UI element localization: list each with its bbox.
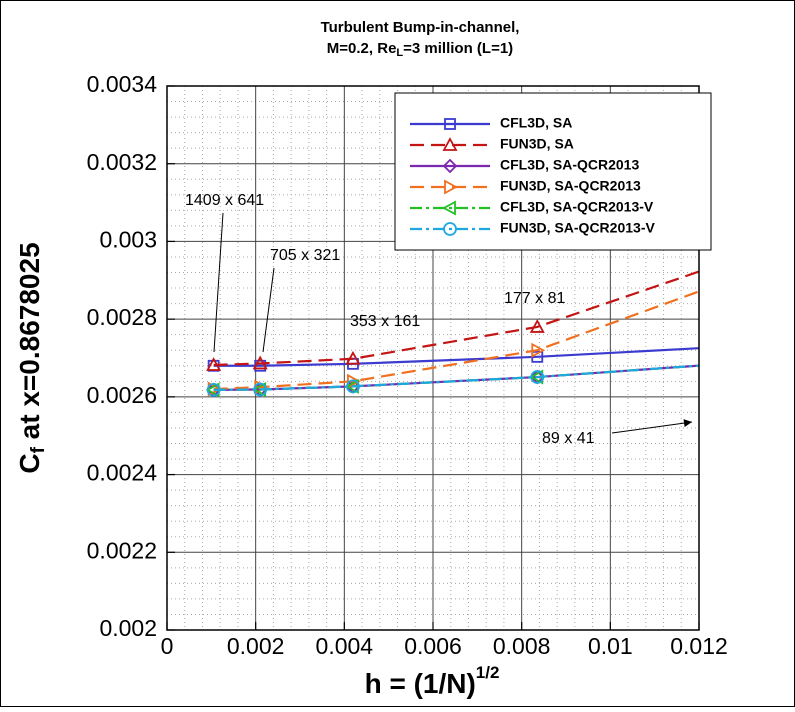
subtitle-part: =3 million (L=1) (403, 40, 513, 57)
series-line (213, 364, 699, 391)
marker (346, 379, 360, 394)
y-tick-label: 0.0028 (87, 304, 157, 330)
y-tick-label: 0.0024 (87, 460, 158, 486)
marker (345, 350, 361, 365)
marker (442, 137, 458, 151)
marker (442, 158, 458, 174)
legend-label: CFL3D, SA-QCR2013-V (500, 199, 654, 215)
subtitle-part: M=0.2, Re (327, 40, 397, 57)
marker (444, 118, 456, 130)
marker (253, 382, 268, 397)
leader-line (262, 267, 275, 353)
legend: CFL3D, SA FUN3D, SA CFL3D, SA-QCR2013 FUN3D… (394, 92, 712, 251)
annotation: 177 x 81 (504, 290, 565, 307)
annotation: 89 x 41 (542, 430, 595, 447)
y-axis-label: Cf at x=0.8678025 (14, 242, 49, 473)
series-line (213, 270, 699, 367)
marker (529, 319, 545, 333)
y-tick-label: 0.0032 (87, 149, 157, 175)
x-tick-label: 0.002 (227, 633, 285, 659)
x-label-part: h = (1/N) (365, 668, 476, 699)
legend-label: FUN3D, SA-QCR2013-V (500, 220, 655, 236)
y-label-part: C (14, 453, 45, 473)
x-tick-label: 0.01 (588, 633, 633, 659)
y-tick-label: 0.002 (99, 615, 157, 641)
x-label-sup: 1/2 (476, 663, 500, 682)
y-tick-label: 0.0026 (87, 382, 157, 408)
legend-label: FUN3D, SA (500, 136, 574, 152)
chart-title: Turbulent Bump-in-channel, (321, 19, 520, 36)
legend-label: CFL3D, SA-QCR2013 (500, 157, 639, 173)
plot-border (166, 85, 700, 631)
x-tick-label: 0.012 (670, 633, 728, 659)
leader-line (213, 212, 224, 353)
marker (442, 200, 456, 216)
annotation: 705 x 321 (270, 247, 340, 264)
annotation: 353 x 161 (350, 313, 420, 330)
plot-area (205, 270, 699, 398)
marker (347, 373, 361, 389)
y-tick-label: 0.003 (99, 227, 157, 253)
x-axis-label: h = (1/N)1/2 (365, 663, 500, 699)
x-tick-label: 0.008 (493, 633, 551, 659)
marker (206, 357, 222, 371)
marker (444, 179, 458, 195)
y-tick-label: 0.0022 (87, 537, 157, 563)
annotation: 1409 x 641 (185, 192, 264, 209)
x-tick-label: 0.006 (404, 633, 462, 659)
arrow (611, 419, 693, 434)
annotations: 1409 x 641 705 x 321 353 x 161 177 x 81 … (185, 192, 693, 447)
marker (530, 370, 545, 384)
chart-subtitle: M=0.2, ReL=3 million (L=1) (327, 40, 513, 59)
y-tick-label: 0.0034 (87, 71, 158, 97)
subtitle-sub: L (396, 47, 403, 59)
x-tick-label: 0 (161, 633, 174, 659)
marker (252, 355, 268, 370)
series-line (213, 290, 699, 391)
legend-label: FUN3D, SA-QCR2013 (500, 178, 641, 194)
y-label-part: at x=0.8678025 (14, 242, 45, 447)
x-tick-label: 0.004 (316, 633, 374, 659)
marker (206, 382, 221, 397)
marker (443, 222, 457, 236)
legend-label: CFL3D, SA (500, 115, 572, 131)
marker (531, 342, 546, 358)
y-label-sub: f (28, 446, 49, 453)
